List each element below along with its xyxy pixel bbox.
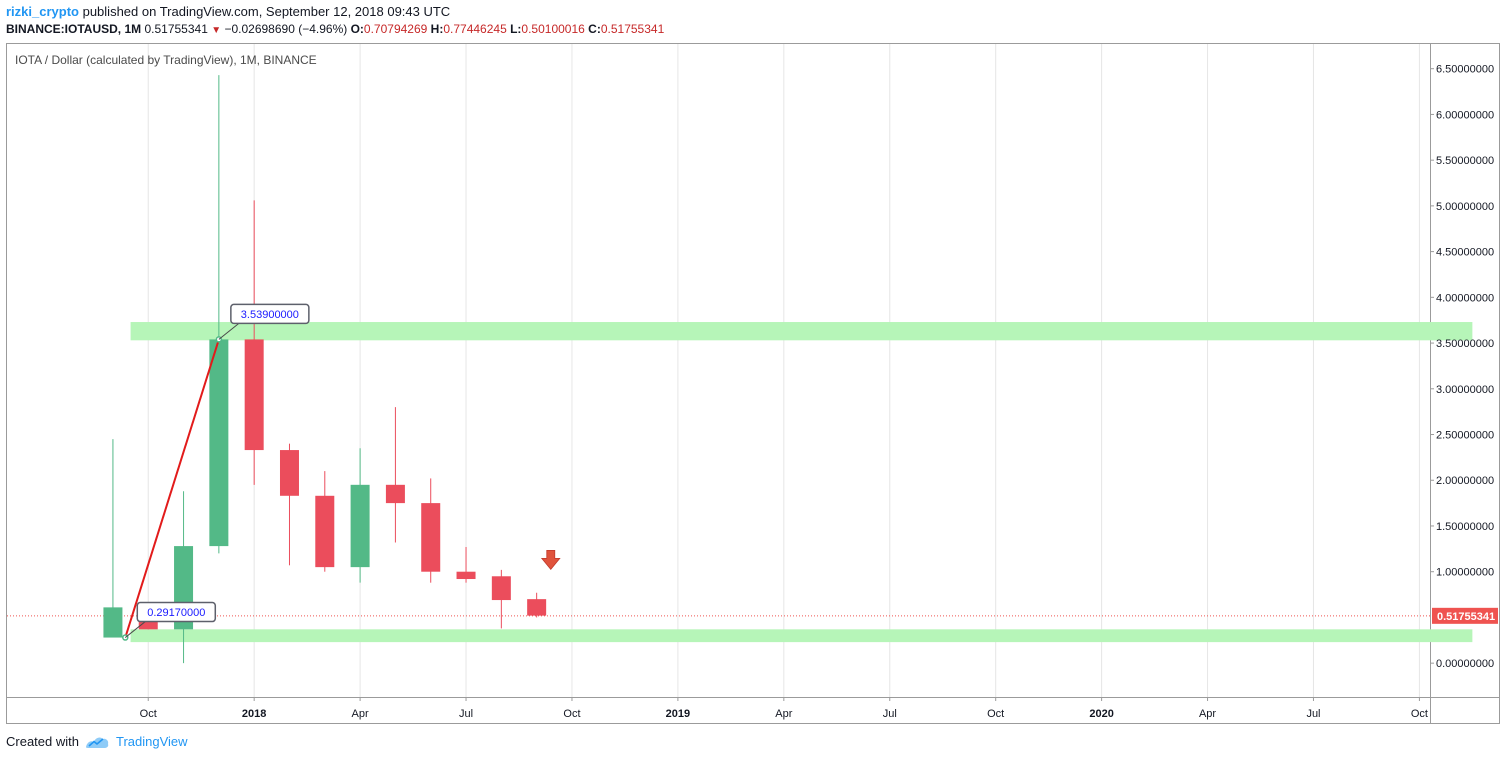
y-axis-tick-label: 6.50000000 [1436, 64, 1494, 76]
y-axis-tick-label: 6.00000000 [1436, 109, 1494, 121]
close-value: 0.51755341 [600, 22, 665, 36]
trend-line[interactable] [124, 339, 220, 638]
author-link[interactable]: rizki_crypto [6, 4, 79, 19]
current-price-label: 0.51755341 [1437, 611, 1495, 623]
published-text: published on TradingView.com, September … [78, 4, 451, 19]
candle-body[interactable] [103, 607, 123, 638]
close-label: C: [588, 22, 601, 36]
low-value: 0.50100016 [521, 22, 585, 36]
y-axis-tick-label: 2.50000000 [1436, 430, 1494, 442]
symbol-label: BINANCE:IOTAUSD, 1M [6, 22, 142, 36]
y-axis-tick-label: 0.00000000 [1436, 658, 1494, 670]
x-axis-tick-label: 2018 [242, 708, 266, 720]
created-with-text: Created with [6, 734, 79, 749]
x-axis-tick-label: Oct [987, 708, 1004, 720]
y-axis-tick-label: 2.00000000 [1436, 475, 1494, 487]
candle-body[interactable] [315, 495, 335, 568]
y-axis-tick-label: 1.00000000 [1436, 567, 1494, 579]
y-axis-tick-label: 4.00000000 [1436, 292, 1494, 304]
open-label: O: [350, 22, 364, 36]
price-callout-label: 3.53900000 [241, 309, 299, 321]
x-axis-tick-label: Jul [1306, 708, 1320, 720]
price-callout-box[interactable] [230, 303, 310, 325]
candle-body[interactable] [350, 484, 370, 568]
publish-info: rizki_crypto published on TradingView.co… [6, 4, 450, 19]
y-axis-tick-label: 5.50000000 [1436, 155, 1494, 167]
x-axis-tick-label: Jul [459, 708, 473, 720]
candle-body[interactable] [385, 484, 405, 504]
price-chart[interactable]: 3.53900000 0.29170000 6.50000000 6.00000000… [7, 44, 1499, 723]
x-axis-tick-label: Apr [352, 708, 369, 720]
y-axis-tick-label: 3.50000000 [1436, 338, 1494, 350]
candle-body[interactable] [456, 571, 476, 580]
price-callout-box[interactable] [136, 601, 217, 623]
y-axis-tick-label: 3.00000000 [1436, 384, 1494, 396]
x-axis-tick-label: Oct [563, 708, 580, 720]
sell-arrow-icon[interactable] [540, 549, 561, 571]
candle-body[interactable] [279, 450, 299, 496]
x-axis-tick-label: Oct [1411, 708, 1428, 720]
candle-body[interactable] [244, 339, 264, 451]
candle-body[interactable] [527, 599, 547, 616]
current-price-tag [1432, 607, 1498, 624]
price-callout-label: 0.29170000 [147, 607, 205, 619]
y-axis-tick-label: 1.50000000 [1436, 521, 1494, 533]
candle-body[interactable] [421, 503, 441, 572]
support-resistance-zone[interactable] [130, 322, 1473, 341]
ohlc-bar: BINANCE:IOTAUSD, 1M 0.51755341 ▼ −0.0269… [6, 22, 664, 36]
y-axis-tick-label: 5.00000000 [1436, 201, 1494, 213]
down-triangle-icon: ▼ [211, 25, 222, 36]
chart-title: IOTA / Dollar (calculated by TradingView… [15, 53, 317, 67]
y-axis-tick-label: 4.50000000 [1436, 247, 1494, 259]
x-axis-tick-label: Oct [140, 708, 157, 720]
high-label: H: [430, 22, 444, 36]
high-value: 0.77446245 [443, 22, 507, 36]
chart-frame [6, 43, 1500, 724]
x-axis-tick-label: 2019 [666, 708, 690, 720]
x-axis-tick-label: Jul [883, 708, 897, 720]
footer: Created with TradingView [6, 734, 188, 749]
candle-body[interactable] [209, 339, 229, 547]
callout-pointer [124, 621, 146, 638]
last-price: 0.51755341 [144, 22, 208, 36]
candle-body[interactable] [491, 576, 511, 601]
low-label: L: [510, 22, 522, 36]
open-value: 0.70794269 [363, 22, 428, 36]
price-change: −0.02698690 (−4.96%) [224, 22, 348, 36]
x-axis-tick-label: Apr [1199, 708, 1216, 720]
x-axis-tick-label: Apr [775, 708, 792, 720]
support-resistance-zone[interactable] [130, 629, 1473, 643]
tradingview-logo-icon [85, 737, 109, 748]
tradingview-link[interactable]: TradingView [85, 734, 188, 749]
tradingview-brand: TradingView [115, 734, 188, 749]
callout-pointer [218, 323, 240, 340]
x-axis-tick-label: 2020 [1089, 708, 1113, 720]
